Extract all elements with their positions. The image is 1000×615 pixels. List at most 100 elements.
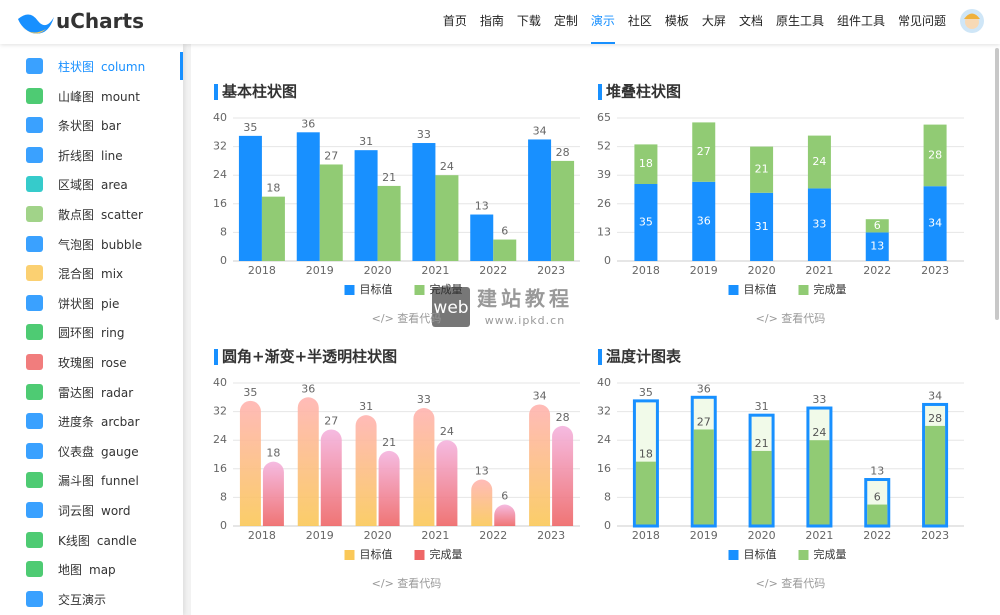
sidebar-item[interactable]: 雷达图 radar — [0, 378, 183, 406]
y-tick-label: 52 — [597, 140, 611, 153]
sidebar-icon — [26, 58, 43, 74]
watermark-title: 建站教程 — [477, 287, 573, 311]
x-tick-label: 2021 — [421, 529, 449, 542]
chart-title: 圆角+渐变+半透明柱状图 — [222, 348, 397, 366]
data-label: 27 — [697, 145, 711, 158]
sidebar-item[interactable]: K线图 candle — [0, 526, 183, 554]
sidebar-item[interactable]: 山峰图 mount — [0, 82, 183, 110]
nav-item[interactable]: 定制 — [553, 14, 578, 28]
scrollbar[interactable] — [995, 48, 999, 320]
nav-item[interactable]: 指南 — [479, 14, 504, 28]
sidebar-en: pie — [101, 296, 120, 311]
bar-segment — [634, 144, 658, 184]
sidebar-icon — [26, 206, 43, 222]
nav-item[interactable]: 社区 — [627, 14, 652, 28]
sidebar-item[interactable]: 圆环图 ring — [0, 318, 183, 346]
nav-item[interactable]: 模板 — [664, 14, 689, 28]
logo[interactable]: uCharts — [56, 9, 144, 33]
nav-item[interactable]: 演示 — [590, 0, 615, 44]
sidebar-item[interactable]: 混合图 mix — [0, 259, 183, 287]
legend-label: 目标值 — [360, 547, 393, 561]
sidebar-icon — [26, 590, 43, 607]
data-label: 13 — [475, 200, 489, 213]
x-tick-label: 2023 — [537, 264, 565, 277]
legend-label: 目标值 — [744, 282, 777, 296]
avatar[interactable] — [959, 8, 985, 34]
sidebar-en: bar — [101, 119, 121, 134]
y-tick-label: 16 — [213, 197, 227, 210]
sidebar-item[interactable]: 进度条 arcbar — [0, 407, 183, 435]
sidebar-label: 山峰图 mount — [58, 88, 140, 105]
sidebar-item[interactable]: 地图 map — [0, 555, 183, 583]
x-tick-label: 2023 — [921, 529, 949, 542]
bar-segment — [750, 192, 774, 261]
sidebar-item[interactable]: 漏斗图 funnel — [0, 466, 183, 494]
sidebar-item[interactable]: 玫瑰图 rose — [0, 348, 183, 376]
data-label: 28 — [928, 412, 942, 425]
sidebar-item[interactable]: 折线图 line — [0, 141, 183, 169]
sidebar-item[interactable]: 气泡图 bubble — [0, 230, 183, 258]
data-label: 33 — [812, 393, 826, 406]
bar — [412, 143, 436, 261]
legend-label: 目标值 — [360, 282, 393, 296]
data-label: 21 — [755, 437, 769, 450]
sidebar-cn: 混合图 — [58, 267, 95, 282]
nav-item[interactable]: 下载 — [516, 14, 541, 28]
y-tick-label: 24 — [213, 168, 227, 181]
data-label: 34 — [928, 389, 942, 402]
sidebar-item[interactable]: 仪表盘 gauge — [0, 437, 183, 465]
bar — [436, 440, 458, 526]
sidebar-item[interactable]: 饼状图 pie — [0, 289, 183, 317]
data-label: 27 — [324, 414, 338, 427]
x-tick-label: 2020 — [748, 529, 776, 542]
data-label: 35 — [243, 386, 257, 399]
data-label: 6 — [874, 491, 881, 504]
code-link[interactable]: </> 查看代码 — [756, 576, 826, 590]
sidebar-label: 交互演示 — [58, 591, 113, 608]
nav-item[interactable]: 大屏 — [701, 14, 726, 28]
sidebar: 柱状图 column 山峰图 mount 条状图 bar 折线图 line 区域图 area 散点图… — [0, 44, 183, 615]
nav-item[interactable]: 组件工具 — [836, 14, 885, 28]
bar — [551, 160, 575, 261]
legend-label: 完成量 — [814, 282, 847, 296]
y-tick-label: 24 — [597, 433, 611, 446]
sidebar-label: 散点图 scatter — [58, 206, 143, 223]
bar — [262, 461, 284, 526]
nav-item[interactable]: 文档 — [738, 14, 763, 28]
sidebar-en: candle — [96, 533, 137, 548]
code-link[interactable]: </> 查看代码 — [756, 311, 826, 325]
data-label: 18 — [639, 157, 653, 170]
data-label: 21 — [382, 436, 396, 449]
sidebar-item[interactable]: 条状图 bar — [0, 111, 183, 139]
legend-swatch — [414, 550, 425, 560]
y-tick-label: 32 — [213, 140, 227, 153]
data-label: 35 — [639, 216, 653, 229]
actual-bar — [925, 425, 946, 525]
x-tick-label: 2018 — [248, 264, 276, 277]
sidebar-cn: 仪表盘 — [58, 444, 95, 459]
legend-label: 目标值 — [744, 547, 777, 561]
bar — [355, 415, 377, 526]
legend-label: 完成量 — [814, 547, 847, 561]
bar — [493, 239, 517, 261]
data-label: 33 — [417, 393, 431, 406]
sidebar-item[interactable]: 散点图 scatter — [0, 200, 183, 228]
code-link[interactable]: </> 查看代码 — [372, 576, 442, 590]
sidebar-item[interactable]: 交互演示 — [0, 585, 183, 613]
sidebar-cn: 圆环图 — [58, 326, 95, 341]
nav-item[interactable]: 首页 — [442, 14, 467, 28]
sidebar-cn: K线图 — [58, 533, 90, 548]
nav-item[interactable]: 原生工具 — [775, 14, 824, 28]
y-tick-label: 65 — [597, 111, 611, 124]
sidebar-item[interactable]: 词云图 word — [0, 496, 183, 524]
y-tick-label: 0 — [220, 519, 227, 532]
data-label: 18 — [266, 182, 280, 195]
sidebar-item[interactable]: 区域图 area — [0, 170, 183, 198]
data-label: 33 — [812, 218, 826, 231]
sidebar-icon — [26, 472, 43, 489]
nav: 首页 指南 下载 定制 演示 社区 模板 大屏 文档 原生工具 组件工具 常见问题 — [443, 0, 946, 44]
sidebar-label: 圆环图 ring — [58, 324, 125, 341]
code-link[interactable]: </> 查看代码 — [372, 311, 442, 325]
nav-item[interactable]: 常见问题 — [897, 14, 946, 28]
sidebar-item[interactable]: 柱状图 column — [0, 52, 183, 80]
